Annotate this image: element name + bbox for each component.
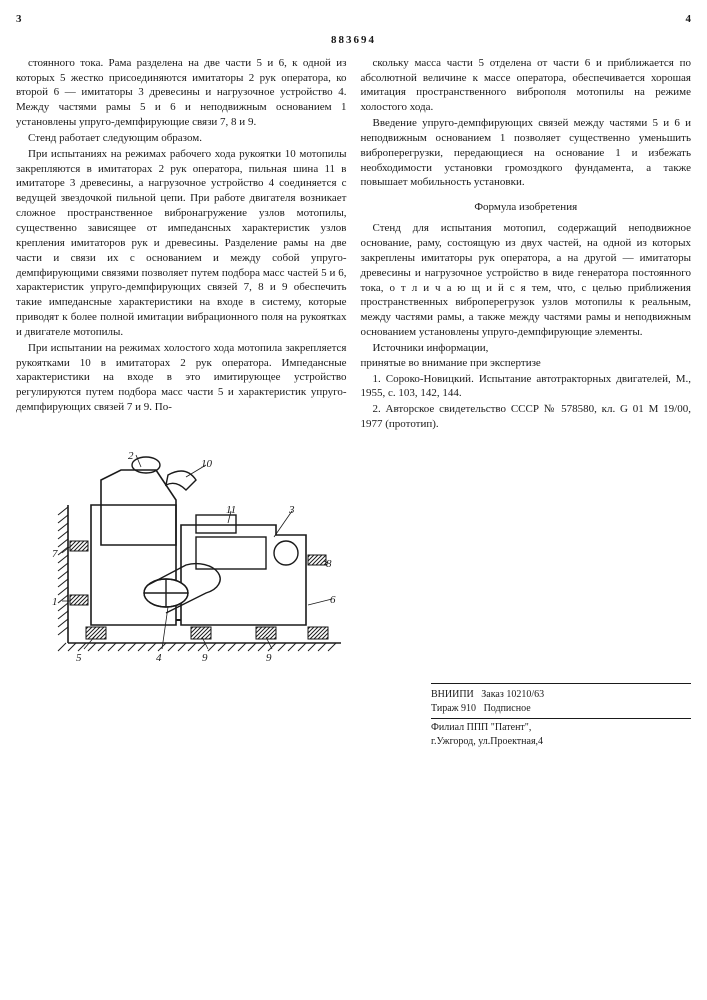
- publisher-address: г.Ужгород, ул.Проектная,4: [431, 736, 543, 747]
- svg-text:6: 6: [330, 594, 336, 606]
- paragraph: Стенд работает следующим образом.: [16, 131, 347, 146]
- document-number: 883694: [16, 33, 691, 48]
- svg-text:8: 8: [326, 558, 332, 570]
- svg-text:3: 3: [288, 504, 295, 516]
- paragraph: скольку масса части 5 отделена от части …: [361, 56, 692, 115]
- paragraph: При испытании на режимах холостого хода …: [16, 341, 347, 415]
- svg-text:9: 9: [266, 652, 272, 664]
- right-column: скольку масса части 5 отделена от части …: [361, 56, 692, 433]
- publisher-podpisnoe: Подписное: [484, 703, 531, 714]
- svg-text:5: 5: [76, 652, 82, 664]
- page-number-left: 3: [16, 12, 22, 27]
- publisher-filial: Филиал ППП "Патент",: [431, 722, 531, 733]
- svg-text:4: 4: [156, 652, 162, 664]
- svg-text:2: 2: [128, 450, 134, 462]
- claim-paragraph: Стенд для испытания мотопил, содер­жащий…: [361, 221, 692, 340]
- publisher-tirazh: Тираж 910: [431, 703, 476, 714]
- formula-heading: Формула изобретения: [361, 200, 692, 215]
- svg-text:10: 10: [201, 458, 213, 470]
- left-column: стоянного тока. Рама разделена на две ча…: [16, 56, 347, 433]
- publisher-org: ВНИИПИ: [431, 689, 474, 700]
- sources-heading: Источники информации, принятые во вниман…: [361, 341, 692, 371]
- svg-text:7: 7: [52, 548, 58, 560]
- svg-text:11: 11: [226, 504, 236, 516]
- technical-drawing: 2 10 11 3 7 8 1 6 5 4 9 9: [46, 445, 346, 665]
- paragraph: стоянного тока. Рама разделена на две ча…: [16, 56, 347, 130]
- svg-text:9: 9: [202, 652, 208, 664]
- publisher-order: Заказ 10210/63: [481, 689, 544, 700]
- paragraph: Введение упруго-демпфирующих связей межд…: [361, 116, 692, 190]
- paragraph: При испытаниях на режимах рабоче­го хода…: [16, 147, 347, 340]
- source-item: 2. Авторское свидетельство СССР № 578580…: [361, 402, 692, 432]
- text-columns: стоянного тока. Рама разделена на две ча…: [16, 56, 691, 433]
- publisher-colophon: ВНИИПИ Заказ 10210/63 Тираж 910 Подписно…: [431, 683, 691, 749]
- svg-text:1: 1: [52, 596, 58, 608]
- page-number-right: 4: [686, 12, 692, 27]
- source-item: 1. Сороко-Новицкий. Испытание автотракто…: [361, 372, 692, 402]
